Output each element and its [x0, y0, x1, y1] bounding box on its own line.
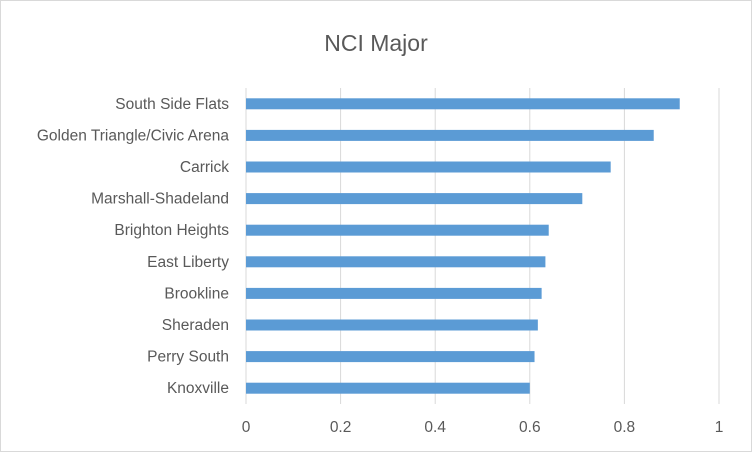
category-label-7: Sheraden — [162, 317, 229, 334]
bar-6 — [246, 287, 542, 299]
x-tick-label-2: 0.4 — [424, 419, 446, 436]
category-label-1: Golden Triangle/Civic Arena — [37, 127, 230, 144]
bar-5 — [246, 256, 546, 268]
bar-2 — [246, 161, 611, 173]
category-label-9: Knoxville — [167, 380, 229, 397]
x-tick-label-3: 0.6 — [519, 419, 541, 436]
x-tick-label-1: 0.2 — [330, 419, 352, 436]
category-label-5: East Liberty — [147, 254, 229, 271]
category-label-3: Marshall-Shadeland — [91, 191, 229, 208]
bar-9 — [246, 382, 530, 394]
x-tick-label-0: 0 — [242, 419, 251, 436]
bar-4 — [246, 224, 549, 236]
bar-0 — [246, 98, 680, 110]
category-label-8: Perry South — [147, 349, 229, 366]
category-label-4: Brighton Heights — [114, 222, 229, 239]
x-tick-label-4: 0.8 — [614, 419, 636, 436]
x-tick-label-5: 1 — [715, 419, 724, 436]
bar-1 — [246, 129, 654, 141]
category-label-6: Brookline — [164, 285, 229, 302]
category-labels: South Side Flats Golden Triangle/Civic Ar… — [37, 96, 230, 397]
category-label-0: South Side Flats — [115, 96, 229, 113]
chart-title: NCI Major — [324, 30, 428, 56]
bar-7 — [246, 319, 538, 331]
bars — [246, 98, 680, 394]
bar-3 — [246, 193, 583, 205]
category-label-2: Carrick — [180, 159, 229, 176]
x-tick-labels: 0 0.2 0.4 0.6 0.8 1 — [242, 419, 724, 436]
bar-8 — [246, 351, 535, 363]
